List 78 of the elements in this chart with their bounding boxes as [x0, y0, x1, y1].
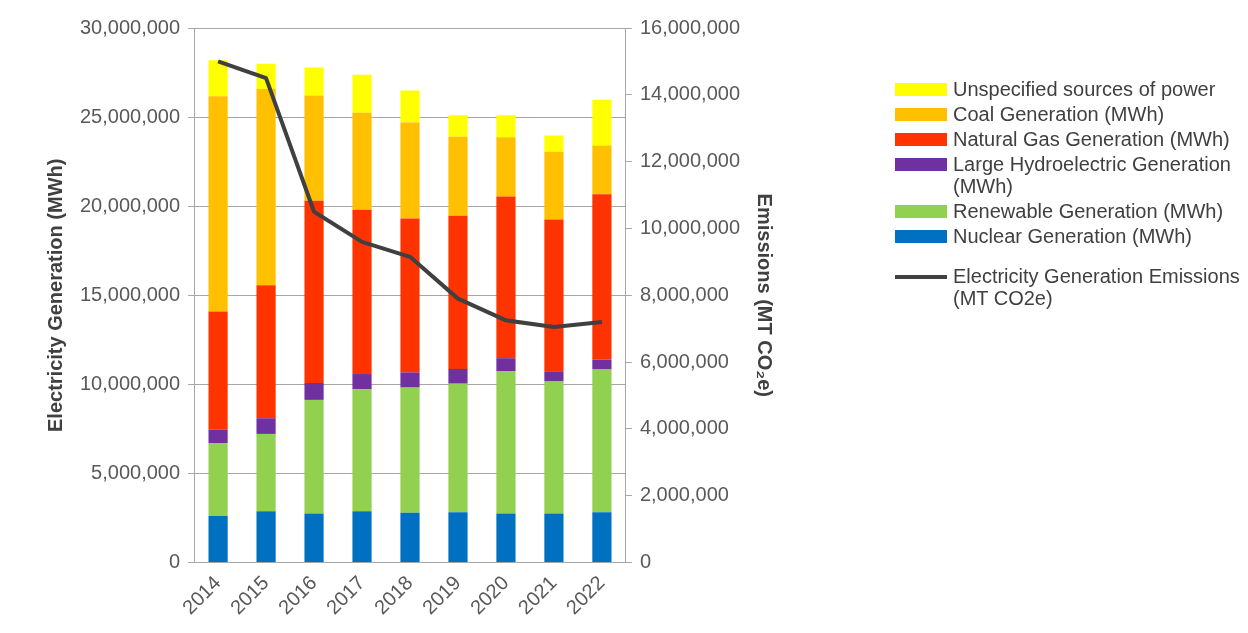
- bar: [256, 285, 276, 419]
- y2-tick-label: 10,000,000: [639, 215, 741, 238]
- y-tick-label: 20,000,000: [79, 193, 181, 216]
- bar: [544, 513, 564, 563]
- bar: [592, 369, 612, 513]
- bar: [400, 387, 420, 513]
- bar: [448, 383, 468, 513]
- bar: [544, 151, 564, 220]
- bar: [352, 209, 372, 375]
- bar: [352, 374, 372, 390]
- legend-label: Natural Gas Generation (MWh): [953, 128, 1230, 150]
- bar: [208, 515, 228, 563]
- bar: [592, 145, 612, 195]
- bar: [400, 512, 420, 563]
- bar: [448, 368, 468, 384]
- bar: [448, 512, 468, 563]
- bar: [592, 194, 612, 360]
- legend-label: Renewable Generation (MWh): [953, 200, 1224, 222]
- bar: [544, 135, 564, 152]
- legend-label: Large Hydroelectric Generation (MWh): [953, 153, 1232, 197]
- bar: [352, 112, 372, 210]
- bar: [496, 137, 516, 197]
- bar: [496, 358, 516, 372]
- bar: [544, 371, 564, 382]
- bar: [208, 60, 228, 97]
- bar: [304, 399, 324, 514]
- legend-label: Coal Generation (MWh): [953, 103, 1165, 125]
- bar: [496, 371, 516, 514]
- bar: [304, 200, 324, 383]
- y2-tick-label: 2,000,000: [639, 483, 729, 506]
- bar: [544, 381, 564, 514]
- bar: [256, 89, 276, 286]
- y2-tick-label: 16,000,000: [639, 15, 741, 38]
- bar: [304, 513, 324, 563]
- bar: [352, 389, 372, 512]
- y-tick-label: 0: [168, 550, 181, 573]
- bar: [496, 115, 516, 138]
- y2-tick-label: 6,000,000: [639, 349, 729, 372]
- bar: [208, 429, 228, 443]
- y-tick-label: 5,000,000: [91, 460, 181, 483]
- bar: [304, 382, 324, 400]
- bar: [208, 443, 228, 516]
- y2-tick-label: 14,000,000: [639, 82, 741, 105]
- legend-label: Electricity Generation Emissions (MT CO2e): [953, 265, 1241, 309]
- bar: [496, 513, 516, 563]
- legend-label: Nuclear Generation (MWh): [953, 225, 1192, 247]
- bar: [544, 219, 564, 372]
- bar: [352, 511, 372, 563]
- bar: [592, 99, 612, 146]
- y2-tick-label: 8,000,000: [639, 282, 729, 305]
- bar: [400, 90, 420, 123]
- bar: [448, 115, 468, 137]
- bar: [208, 311, 228, 430]
- legend-label: Unspecified sources of power: [953, 78, 1216, 100]
- y-tick-label: 10,000,000: [79, 371, 181, 394]
- y-axis-title: Electricity Generation (MWh): [43, 158, 66, 432]
- bar: [304, 95, 324, 201]
- bar: [592, 359, 612, 370]
- bar: [256, 433, 276, 512]
- bar: [256, 418, 276, 434]
- bar: [496, 196, 516, 359]
- y2-tick-label: 4,000,000: [639, 416, 729, 439]
- bar: [592, 512, 612, 563]
- bar: [400, 218, 420, 373]
- y2-tick-label: 0: [639, 550, 652, 573]
- y2-axis-title: Emissions (MT CO₂e): [754, 193, 777, 397]
- bar: [304, 67, 324, 96]
- bar: [256, 511, 276, 563]
- y-tick-label: 15,000,000: [79, 282, 181, 305]
- bar: [208, 96, 228, 312]
- bar: [400, 372, 420, 388]
- bar: [352, 74, 372, 113]
- bar: [448, 136, 468, 216]
- bar: [448, 215, 468, 369]
- y-tick-label: 25,000,000: [79, 104, 181, 127]
- y-tick-label: 30,000,000: [79, 15, 181, 38]
- bar: [400, 122, 420, 219]
- y2-tick-label: 12,000,000: [639, 149, 741, 172]
